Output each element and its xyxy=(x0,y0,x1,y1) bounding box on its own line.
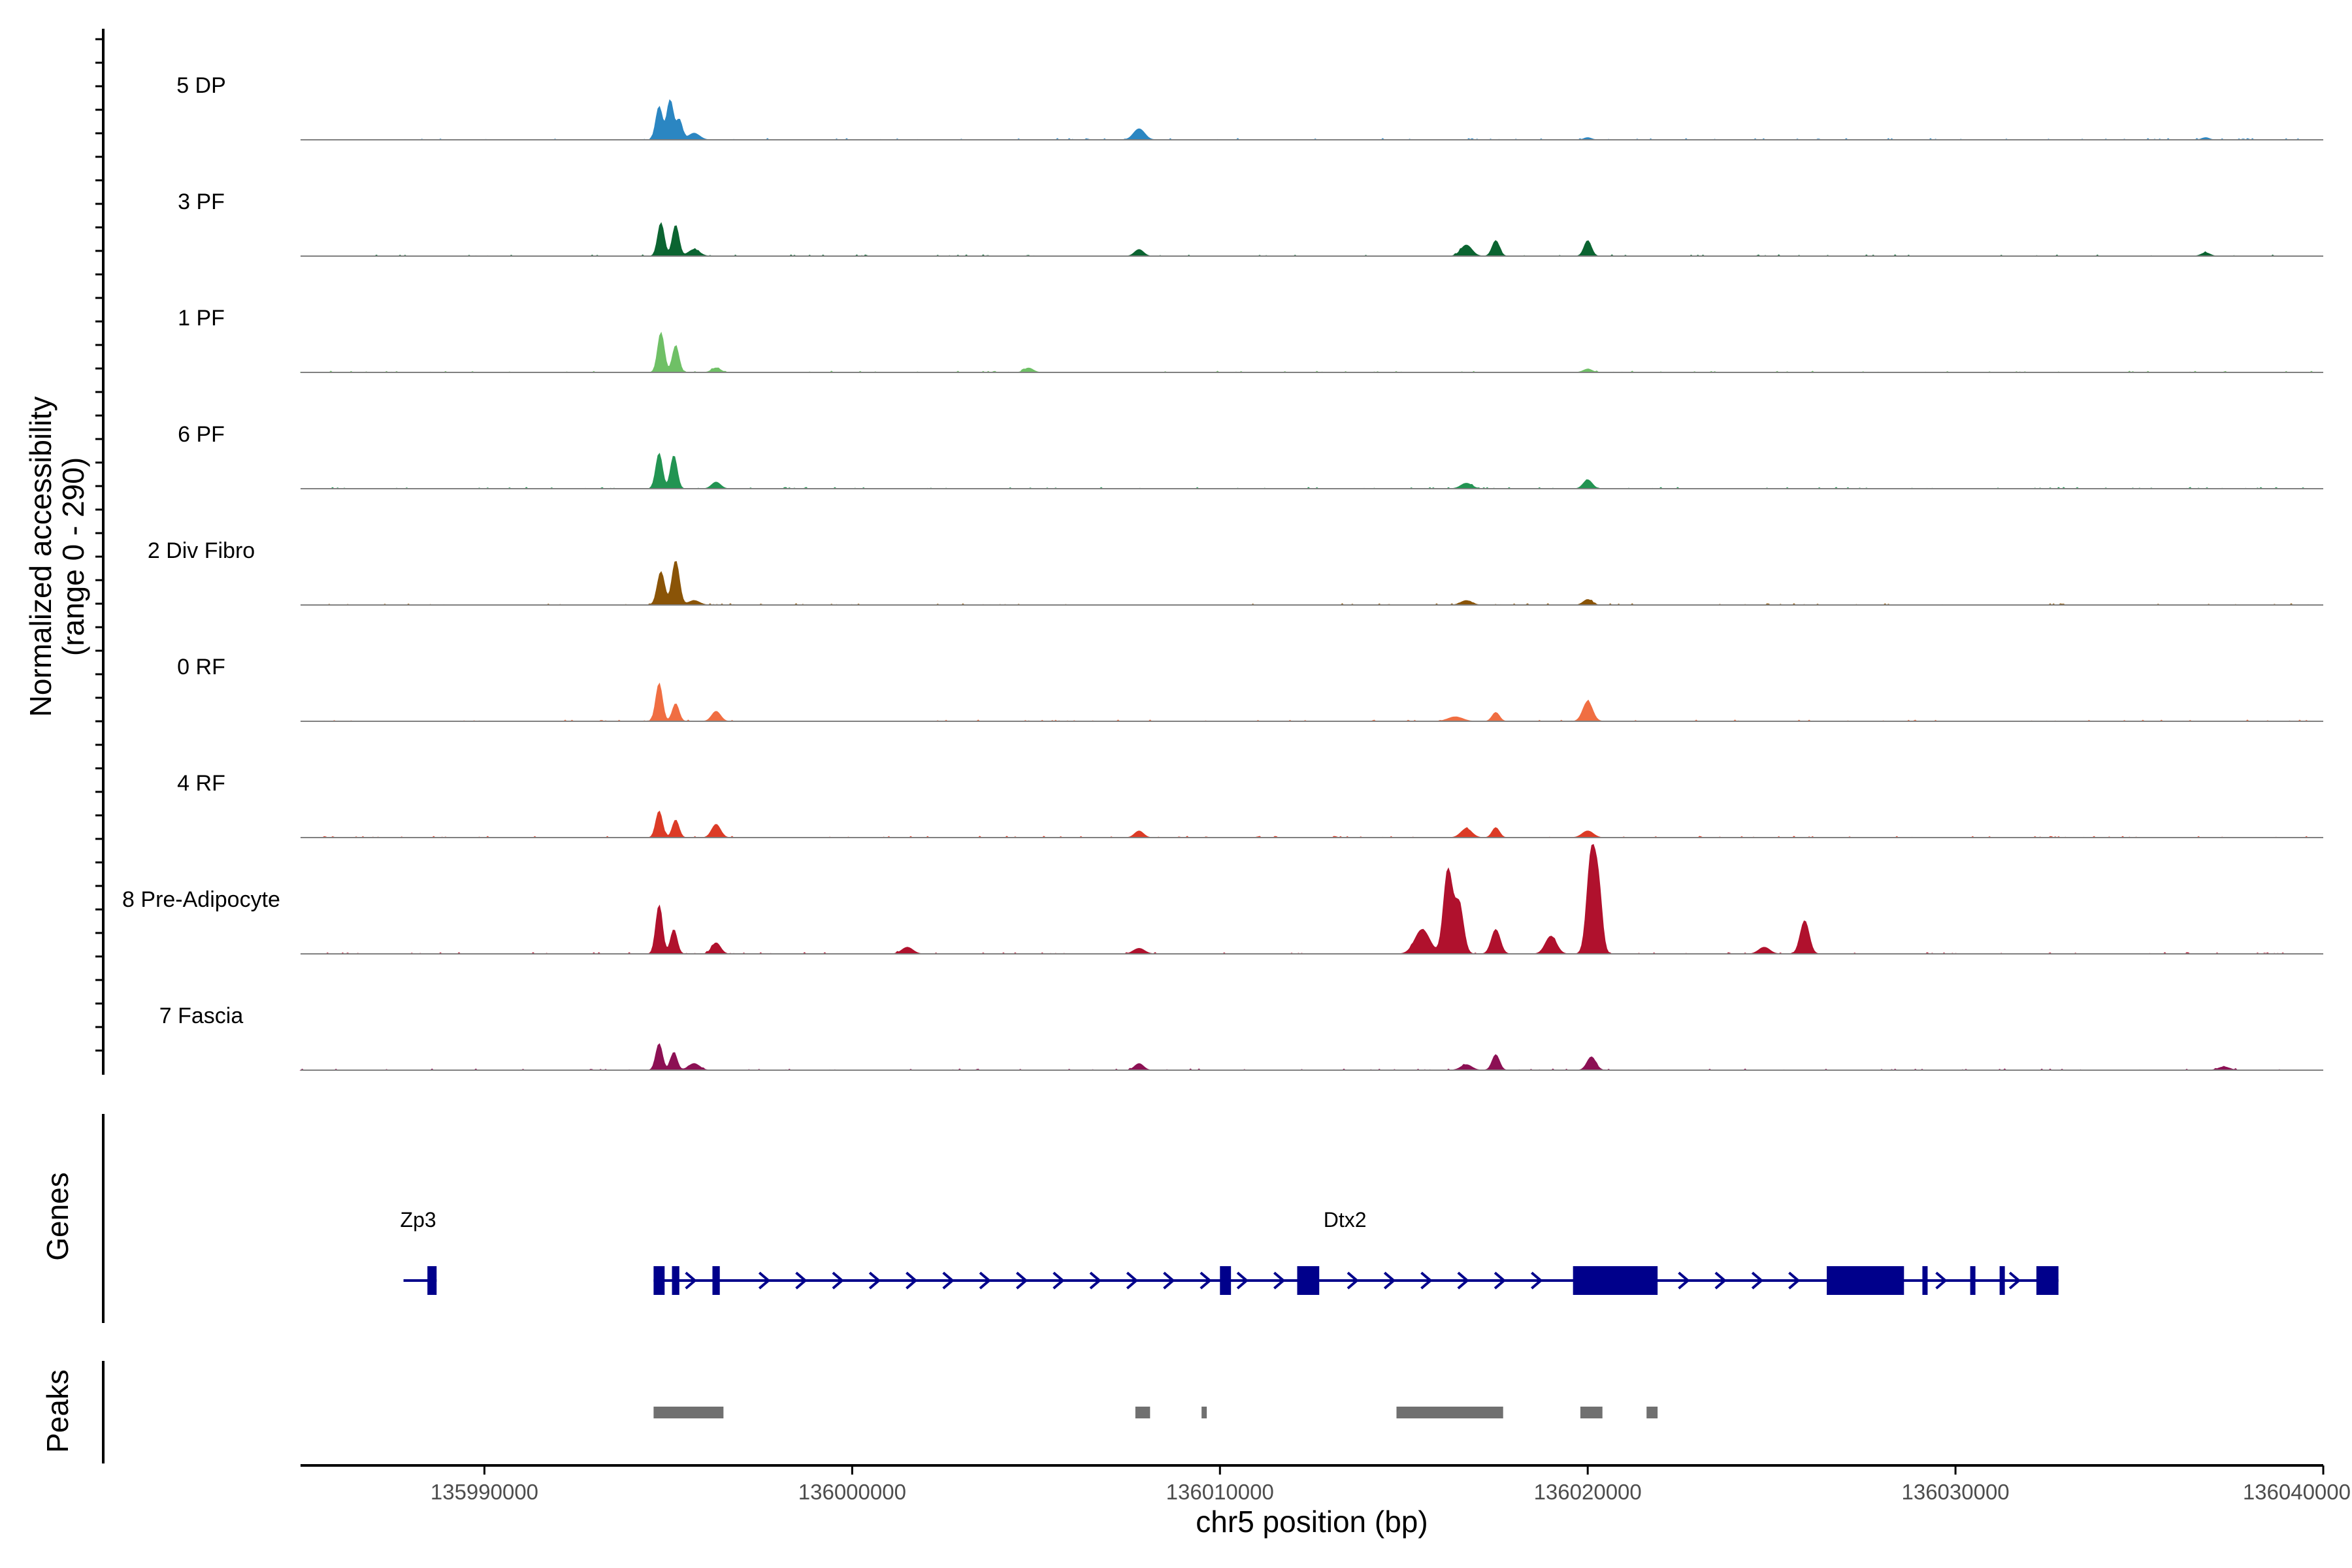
strand-arrow xyxy=(1347,1271,1359,1290)
strand-arrow xyxy=(1494,1271,1507,1290)
track-label: 1 PF xyxy=(178,306,225,331)
gene-exon xyxy=(1827,1266,1904,1295)
gene-exon xyxy=(1220,1266,1232,1295)
gene-exon xyxy=(427,1266,437,1295)
track-label: 5 DP xyxy=(176,73,226,98)
strand-arrow xyxy=(1016,1271,1028,1290)
strand-arrow xyxy=(1126,1271,1139,1290)
peak-region xyxy=(1580,1407,1603,1418)
gene-exon xyxy=(1922,1266,1928,1295)
strand-arrow xyxy=(1273,1271,1286,1290)
strand-arrow xyxy=(795,1271,808,1290)
strand-arrow xyxy=(1457,1271,1469,1290)
x-axis-tick-label: 136040000 xyxy=(2243,1480,2351,1504)
strand-arrow xyxy=(685,1271,697,1290)
strand-arrow xyxy=(868,1271,881,1290)
x-axis-tick-label: 136000000 xyxy=(798,1480,906,1504)
strand-arrow xyxy=(1751,1271,1764,1290)
coverage-track: 1 PF xyxy=(178,306,2323,373)
track-label: 6 PF xyxy=(178,422,225,447)
gene-exon xyxy=(653,1266,665,1295)
track-label: 3 PF xyxy=(178,189,225,214)
x-axis-tick-label: 136010000 xyxy=(1166,1480,1274,1504)
strand-arrow xyxy=(758,1271,771,1290)
gene-label: Zp3 xyxy=(400,1208,436,1232)
gene-exon xyxy=(712,1266,720,1295)
coverage-tracks: 5 DP 3 PF 1 PF 6 PF 2 Div Fibro 0 RF 4 RF 8 Pre… xyxy=(122,73,2323,1071)
peak-region xyxy=(1646,1407,1658,1418)
x-axis-ticks: 135990000 136000000 136010000 136020000 1360… xyxy=(431,1465,2351,1504)
peak-region xyxy=(1396,1407,1503,1418)
strand-arrow xyxy=(1163,1271,1175,1290)
strand-arrow xyxy=(1236,1271,1249,1290)
track-label: 4 RF xyxy=(177,771,225,796)
genes-track-title: Genes xyxy=(41,1172,74,1261)
strand-arrow xyxy=(1678,1271,1690,1290)
track-label: 0 RF xyxy=(177,655,225,679)
track-label: 8 Pre-Adipocyte xyxy=(122,887,280,912)
x-axis-title: chr5 position (bp) xyxy=(1196,1505,1428,1539)
coverage-track: 6 PF xyxy=(178,422,2323,489)
coverage-track: 2 Div Fibro xyxy=(148,538,2323,606)
coverage-track: 0 RF xyxy=(177,655,2323,722)
gene-exon xyxy=(1999,1266,2005,1295)
strand-arrow xyxy=(942,1271,955,1290)
x-axis-tick-label: 135990000 xyxy=(431,1480,538,1504)
strand-arrow xyxy=(1788,1271,1801,1290)
peak-region xyxy=(1201,1407,1207,1418)
y-axis-range: (range 0 - 290) xyxy=(56,457,90,656)
coverage-track: 3 PF xyxy=(178,189,2323,257)
x-axis-tick-label: 136030000 xyxy=(1901,1480,2009,1504)
gene-exon xyxy=(1573,1266,1658,1295)
strand-arrow xyxy=(1420,1271,1433,1290)
strand-arrow xyxy=(1089,1271,1102,1290)
peaks-track-title: Peaks xyxy=(41,1369,74,1453)
track-label: 7 Fascia xyxy=(159,1004,244,1028)
gene-model: Dtx2 xyxy=(653,1208,2059,1295)
gene-exon xyxy=(672,1266,679,1295)
strand-arrow xyxy=(1714,1271,1727,1290)
strand-arrow xyxy=(1383,1271,1396,1290)
gene-label: Dtx2 xyxy=(1324,1208,1367,1232)
peaks-track xyxy=(653,1407,1658,1418)
strand-arrow xyxy=(906,1271,918,1290)
y-axis-title: Normalized accessibility xyxy=(24,397,57,717)
strand-arrow xyxy=(2008,1271,2021,1290)
strand-arrow xyxy=(832,1271,844,1290)
coverage-track: 8 Pre-Adipocyte xyxy=(122,843,2323,955)
genes-track: Zp3 Dtx2 xyxy=(400,1208,2059,1295)
coverage-track: 5 DP xyxy=(176,73,2323,140)
track-label: 2 Div Fibro xyxy=(148,538,255,563)
coverage-axis-ticks xyxy=(95,38,103,1052)
strand-arrow xyxy=(1200,1271,1212,1290)
gene-exon xyxy=(1297,1266,1320,1295)
gene-model: Zp3 xyxy=(400,1208,437,1295)
gene-exon xyxy=(1970,1266,1976,1295)
x-axis-tick-label: 136020000 xyxy=(1534,1480,1642,1504)
strand-arrow xyxy=(979,1271,992,1290)
coverage-track: 4 RF xyxy=(177,771,2323,838)
strand-arrow xyxy=(1053,1271,1065,1290)
strand-arrow xyxy=(1935,1271,1948,1290)
gene-exon xyxy=(2036,1266,2059,1295)
peak-region xyxy=(1135,1407,1151,1418)
coverage-track: 7 Fascia xyxy=(159,1004,2323,1071)
strand-arrow xyxy=(1531,1271,1543,1290)
peak-region xyxy=(653,1407,724,1418)
